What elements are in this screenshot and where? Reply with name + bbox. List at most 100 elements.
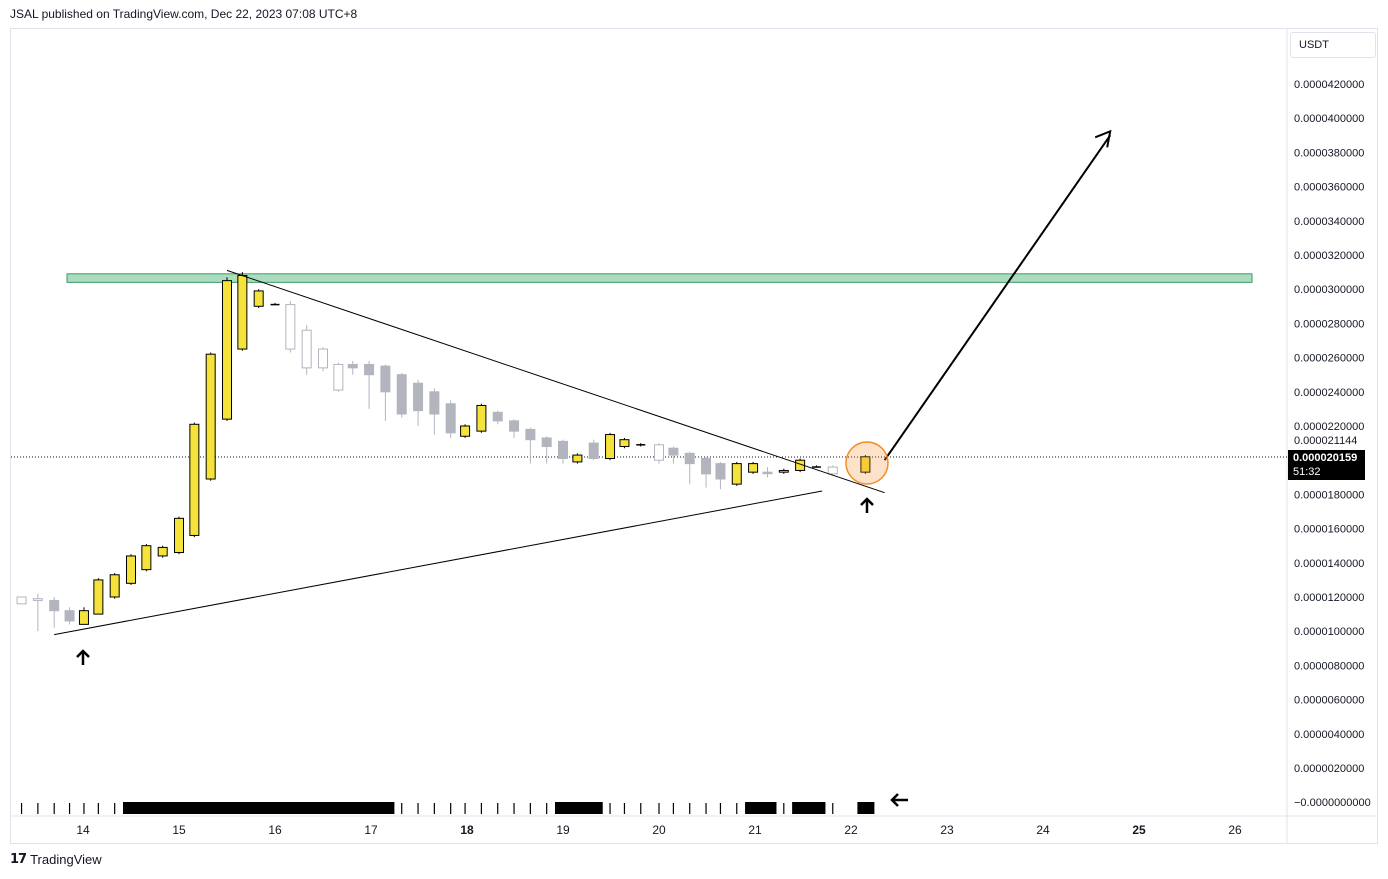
- y-tick-label: 0.0000260000: [1294, 353, 1364, 365]
- candle-body: [605, 434, 616, 459]
- candle-body: [318, 348, 328, 369]
- volume-bar: [202, 802, 220, 814]
- x-tick-label: 19: [556, 823, 570, 837]
- volume-bar: [219, 802, 236, 814]
- y-tick-label: 0.0000240000: [1294, 387, 1364, 399]
- candle-body: [684, 452, 695, 465]
- candle-body: [205, 353, 216, 480]
- candle-body: [189, 423, 200, 536]
- y-tick-label: 0.0000320000: [1294, 250, 1364, 262]
- footer: 17 TradingView: [10, 852, 102, 867]
- candle-body: [285, 304, 296, 350]
- x-tick-label: 23: [940, 823, 954, 837]
- publish-info: JSAL published on TradingView.com, Dec 2…: [10, 7, 358, 21]
- candle-body: [174, 517, 184, 554]
- upper-trendline: [226, 269, 885, 494]
- candle-body: [32, 598, 43, 601]
- volume-bar: [857, 802, 875, 814]
- candle-body: [333, 363, 344, 391]
- lower-trendline: [54, 490, 823, 636]
- currency-selector[interactable]: USDT: [1290, 32, 1376, 58]
- x-tick-label: 22: [844, 823, 858, 837]
- candle-body: [126, 555, 136, 584]
- current-price-value: 0.000020159: [1293, 452, 1358, 464]
- candle-body: [157, 546, 168, 557]
- candle-body: [222, 280, 232, 420]
- candle-body: [860, 456, 871, 473]
- candle-body: [525, 428, 536, 441]
- candle-body: [380, 365, 391, 393]
- candle-body: [64, 610, 75, 622]
- candle-body: [701, 457, 712, 475]
- y-tick-label: 0.0000400000: [1294, 113, 1364, 125]
- volume-bar: [585, 802, 603, 814]
- candle-body: [668, 447, 679, 456]
- x-tick-label: 18: [460, 823, 474, 837]
- left-arrow-icon-head: [890, 793, 899, 807]
- volume-bar: [569, 802, 587, 814]
- volume-bar: [234, 802, 252, 814]
- volume-bar: [377, 802, 395, 814]
- y-tick-label: 0.0000300000: [1294, 284, 1364, 296]
- brand-name: TradingView: [30, 852, 102, 867]
- y-tick-label: 0.0000340000: [1294, 216, 1364, 228]
- candle-body: [619, 439, 630, 448]
- candle-body: [731, 463, 742, 485]
- y-tick-label: 0.0000060000: [1294, 695, 1364, 707]
- x-tick-label: 20: [652, 823, 666, 837]
- volume-bar: [555, 802, 572, 814]
- candle-body: [253, 290, 264, 307]
- y-tick-label: 0.0000020000: [1294, 763, 1364, 775]
- y-tick-label: 0.0000180000: [1294, 489, 1364, 501]
- candle-body: [541, 437, 552, 448]
- candle-body: [109, 574, 120, 598]
- chart-frame: [10, 28, 1378, 844]
- volume-bar: [330, 802, 348, 814]
- x-tick-label: 21: [748, 823, 762, 837]
- volume-bar: [282, 802, 300, 814]
- candle-body: [762, 471, 773, 475]
- candle-body: [413, 382, 424, 412]
- current-price-label: 0.000020159 51:32: [1288, 450, 1365, 480]
- volume-bar: [123, 802, 140, 814]
- candle-body: [588, 442, 599, 459]
- y-tick-label: 0.0000220000: [1294, 421, 1364, 433]
- x-tick-label: 24: [1036, 823, 1050, 837]
- candle-body: [558, 440, 568, 459]
- y-tick-label: 0.0000080000: [1294, 660, 1364, 672]
- volume-bar: [808, 802, 826, 814]
- candle-body: [364, 363, 375, 376]
- volume-bar: [138, 802, 156, 814]
- resistance-zone: [66, 273, 1253, 283]
- y-tick-label: 0.0000140000: [1294, 558, 1364, 570]
- volume-bar: [759, 802, 777, 814]
- y-tick-label: 0.0000380000: [1294, 147, 1364, 159]
- candle-body: [827, 466, 838, 475]
- y-tick-label: 0.0000420000: [1294, 79, 1364, 91]
- candle-body: [429, 391, 440, 415]
- x-tick-label: 26: [1228, 823, 1242, 837]
- candle-body: [445, 403, 456, 434]
- candle-body: [78, 610, 89, 625]
- y-tick-label: −0.0000000000: [1294, 797, 1371, 809]
- volume-bar: [171, 802, 188, 814]
- bar-countdown: 51:32: [1293, 466, 1321, 478]
- x-tick-label: 15: [172, 823, 186, 837]
- candle-body: [748, 463, 759, 473]
- volume-bar: [745, 802, 763, 814]
- candle-body: [778, 469, 789, 473]
- projection-arrow: [883, 134, 1112, 461]
- volume-bar: [344, 802, 362, 814]
- projection-arrowhead: [1094, 129, 1112, 148]
- x-tick-label: 25: [1132, 823, 1146, 837]
- volume-bar: [250, 802, 268, 814]
- candle-body: [16, 596, 27, 605]
- candle-body: [49, 599, 60, 612]
- y-tick-label: 0.0000280000: [1294, 318, 1364, 330]
- x-tick-label: 14: [76, 823, 90, 837]
- candle-body: [396, 374, 407, 415]
- volume-bar: [298, 802, 316, 814]
- candle-body: [93, 579, 104, 615]
- volume-bar: [361, 802, 379, 814]
